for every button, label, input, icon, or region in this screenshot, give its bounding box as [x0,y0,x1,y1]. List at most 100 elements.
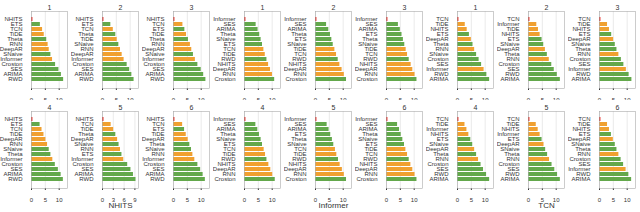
svg-text:Croston: Croston [214,76,235,82]
svg-text:Croston: Croston [1,61,23,68]
svg-text:Informer: Informer [142,56,165,63]
svg-text:10: 10 [624,197,631,203]
svg-text:SES: SES [152,66,165,73]
svg-text:NHITS: NHITS [4,16,23,23]
svg-text:6: 6 [403,104,407,111]
svg-text:2: 2 [119,4,123,11]
svg-text:0: 0 [456,197,460,203]
svg-text:SNaive: SNaive [3,146,23,153]
svg-text:Informer: Informer [71,56,94,63]
svg-text:10: 10 [482,197,489,203]
svg-text:2: 2 [332,4,336,11]
svg-text:SES: SES [10,66,23,73]
svg-text:Informer: Informer [319,201,349,210]
svg-text:10: 10 [269,197,276,203]
svg-text:Croston: Croston [356,176,377,182]
svg-text:TCN: TCN [152,21,165,28]
svg-text:ARIMA: ARIMA [145,71,165,78]
svg-text:3: 3 [190,4,194,11]
svg-text:5: 5 [119,104,123,111]
svg-text:RWD: RWD [79,76,94,82]
svg-text:0: 0 [172,197,176,203]
svg-text:6: 6 [616,104,620,111]
svg-text:0: 0 [30,197,34,203]
svg-text:TCN: TCN [81,26,94,33]
svg-text:Theta: Theta [149,36,165,43]
svg-text:ETS: ETS [10,21,23,28]
svg-text:NHITS: NHITS [75,16,94,23]
svg-text:RWD: RWD [8,76,23,82]
svg-text:0: 0 [101,197,105,203]
svg-text:NHITS: NHITS [146,16,165,23]
svg-text:5: 5 [44,197,48,203]
svg-text:4: 4 [48,104,52,111]
svg-text:ETS: ETS [152,26,165,33]
svg-text:9: 9 [133,197,137,203]
svg-text:RNN: RNN [151,41,165,48]
svg-text:Theta: Theta [78,31,94,38]
svg-text:5: 5 [470,197,474,203]
svg-text:1: 1 [48,4,52,11]
svg-text:Croston: Croston [72,61,94,68]
svg-text:ARIMA: ARIMA [500,176,519,182]
svg-text:RWD: RWD [8,176,23,182]
svg-text:ARIMA: ARIMA [74,71,94,78]
svg-text:0: 0 [314,197,318,203]
svg-text:Croston: Croston [214,176,235,182]
svg-text:ETS: ETS [81,21,94,28]
svg-text:TiDE: TiDE [9,31,23,38]
svg-text:Croston: Croston [143,61,165,68]
svg-text:3: 3 [616,4,620,11]
svg-text:NHITS: NHITS [109,201,133,210]
svg-text:1: 1 [474,4,478,11]
svg-text:3: 3 [403,4,407,11]
svg-text:ARIMA: ARIMA [571,176,590,182]
svg-text:0: 0 [385,197,389,203]
svg-text:TiDE: TiDE [80,36,94,43]
svg-text:5: 5 [186,197,190,203]
svg-text:5: 5 [399,197,403,203]
svg-text:TiDE: TiDE [151,31,165,38]
svg-text:5: 5 [332,104,336,111]
svg-text:SNaive: SNaive [74,41,94,48]
svg-text:5: 5 [545,104,549,111]
svg-text:5: 5 [257,197,261,203]
svg-text:1: 1 [261,4,265,11]
svg-text:SNaive: SNaive [3,51,23,58]
svg-text:NHITS: NHITS [4,116,23,123]
svg-text:5: 5 [612,197,616,203]
svg-text:10: 10 [56,197,63,203]
svg-text:ARIMA: ARIMA [429,76,448,82]
svg-text:4: 4 [474,104,478,111]
svg-text:RWD: RWD [150,76,165,82]
svg-text:RNN: RNN [9,41,23,48]
svg-text:4: 4 [261,104,265,111]
svg-text:TCN: TCN [538,201,555,210]
svg-text:Informer: Informer [0,56,23,63]
svg-text:2: 2 [545,4,549,11]
svg-text:RNN: RNN [9,141,23,148]
svg-text:Croston: Croston [356,76,377,82]
svg-text:Croston: Croston [285,176,306,182]
svg-text:TiDE: TiDE [9,131,23,138]
svg-text:ETS: ETS [10,121,23,128]
svg-text:TCN: TCN [10,126,23,133]
svg-text:RWD: RWD [79,176,94,182]
svg-text:ARIMA: ARIMA [571,76,590,82]
svg-text:ARIMA: ARIMA [500,76,519,82]
svg-text:ARIMA: ARIMA [429,176,448,182]
svg-text:SES: SES [81,66,94,73]
svg-text:TCN: TCN [10,26,23,33]
svg-text:6: 6 [190,104,194,111]
svg-text:10: 10 [411,197,418,203]
svg-text:RWD: RWD [150,176,165,182]
svg-text:0: 0 [243,197,247,203]
svg-text:Croston: Croston [285,76,306,82]
svg-text:SNaive: SNaive [145,51,165,58]
svg-text:0: 0 [598,197,602,203]
svg-text:ARIMA: ARIMA [3,71,23,78]
svg-text:RNN: RNN [80,46,94,53]
svg-text:0: 0 [527,197,531,203]
svg-text:10: 10 [198,197,205,203]
svg-text:Theta: Theta [7,36,23,43]
